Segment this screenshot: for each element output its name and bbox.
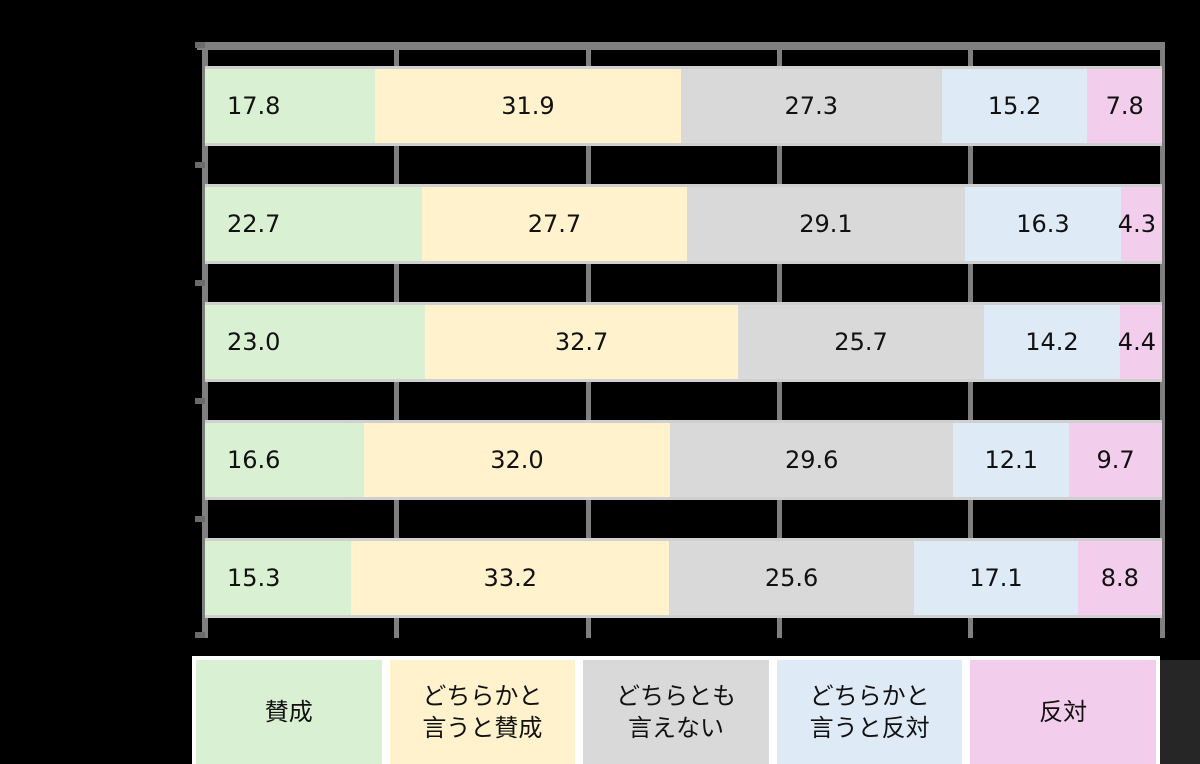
bar-row-4: 16.6 32.0 29.6 12.1 9.7: [205, 420, 1162, 500]
bar-segment-agree: 17.8: [205, 69, 376, 143]
axis-tick: [195, 516, 205, 522]
bar-segment-somewhat-disagree: 15.2: [941, 69, 1088, 143]
bar-segment-disagree: 7.8: [1087, 69, 1162, 143]
axis-tick: [195, 42, 205, 48]
legend-item-disagree: 反対: [970, 660, 1156, 764]
bar-segment-neutral: 29.1: [686, 187, 966, 261]
bar-segment-somewhat-agree: 27.7: [422, 187, 687, 261]
bar-segment-somewhat-disagree: 14.2: [983, 305, 1120, 379]
bar-segment-neutral: 25.6: [669, 541, 915, 615]
bar-row-1: 17.8 31.9 27.3 15.2 7.8: [205, 66, 1162, 146]
bar-segment-somewhat-agree: 32.7: [425, 305, 739, 379]
bar-segment-somewhat-agree: 31.9: [375, 69, 681, 143]
bar-row-2: 22.7 27.7 29.1 16.3 4.3: [205, 184, 1162, 264]
bar-segment-somewhat-agree: 32.0: [363, 423, 671, 497]
legend-item-agree: 賛成: [196, 660, 382, 764]
bar-segment-disagree: 4.3: [1118, 187, 1162, 261]
bar-segment-agree: 23.0: [205, 305, 426, 379]
legend-item-somewhat-disagree: どちらかと 言うと反対: [776, 660, 963, 764]
background-block: [1160, 660, 1200, 764]
bar-segment-somewhat-agree: 33.2: [351, 541, 670, 615]
bar-segment-somewhat-disagree: 17.1: [914, 541, 1078, 615]
bar-segment-neutral: 25.7: [738, 305, 984, 379]
bar-row-5: 15.3 33.2 25.6 17.1 8.8: [205, 538, 1162, 618]
bar-segment-neutral: 29.6: [670, 423, 954, 497]
bar-segment-disagree: 4.4: [1118, 305, 1162, 379]
chart-legend: 賛成 どちらかと 言うと賛成 どちらとも 言えない どちらかと 言うと反対 反対: [192, 656, 1160, 764]
gridline-100: [1160, 42, 1165, 638]
bar-segment-disagree: 9.7: [1069, 423, 1162, 497]
bar-segment-agree: 15.3: [205, 541, 352, 615]
legend-item-neutral: どちらとも 言えない: [583, 660, 769, 764]
chart-plot-area: 17.8 31.9 27.3 15.2 7.8 22.7 27.7 29.1 16.3 4.3 …: [195, 42, 1165, 638]
bar-segment-agree: 16.6: [205, 423, 364, 497]
bar-segment-somewhat-disagree: 16.3: [965, 187, 1121, 261]
top-axis-line: [197, 42, 1162, 50]
bar-row-3: 23.0 32.7 25.7 14.2 4.4: [205, 302, 1162, 382]
axis-tick: [195, 162, 205, 168]
bar-segment-disagree: 8.8: [1077, 541, 1162, 615]
bar-segment-agree: 22.7: [205, 187, 423, 261]
axis-tick: [195, 398, 205, 404]
bar-segment-somewhat-disagree: 12.1: [953, 423, 1070, 497]
bar-segment-neutral: 27.3: [680, 69, 942, 143]
legend-item-somewhat-agree: どちらかと 言うと賛成: [389, 660, 576, 764]
axis-tick: [195, 280, 205, 286]
axis-tick: [195, 632, 205, 638]
